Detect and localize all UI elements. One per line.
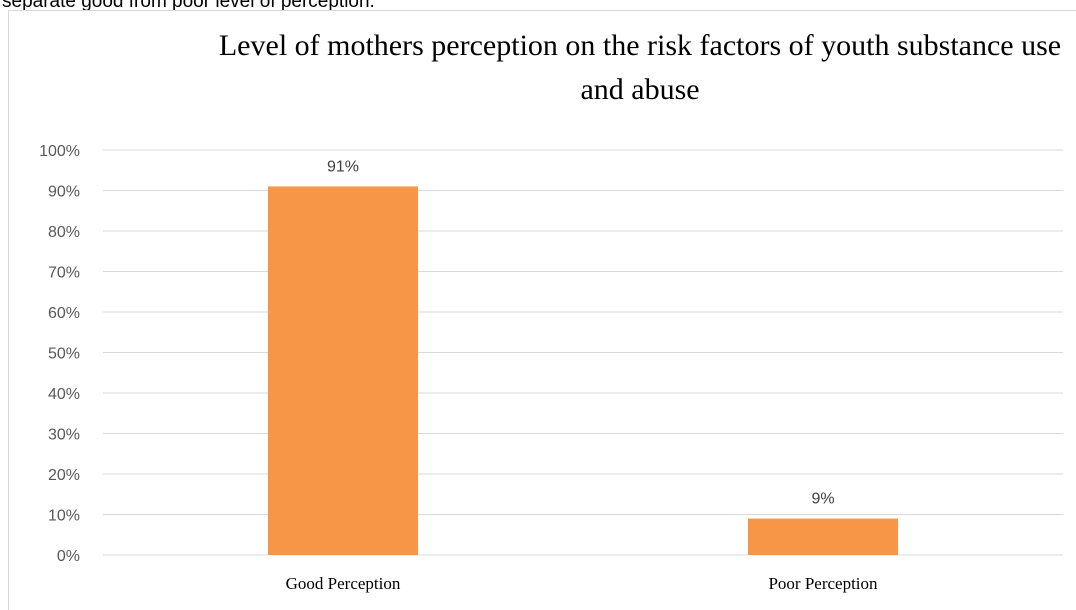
y-tick-label: 10% [48,508,80,525]
y-tick-label: 0% [57,548,80,565]
y-tick-label: 90% [48,184,80,201]
y-tick-labels: 0% 10% 20% 30% 40% 50% 60% 70% 80% 90% 100% [39,143,80,565]
y-tick-label: 30% [48,427,80,444]
y-tick-label: 100% [39,143,80,160]
x-category-label: Good Perception [286,574,401,593]
x-category-label: Poor Perception [768,574,878,593]
bar-good-perception [268,186,418,555]
data-label: 9% [811,491,834,508]
x-category-labels: Good Perception Poor Perception [286,574,878,593]
y-tick-label: 50% [48,346,80,363]
data-labels: 91% 9% [327,158,835,507]
y-tick-label: 60% [48,305,80,322]
y-tick-label: 40% [48,386,80,403]
grid-layer [103,149,1063,556]
chart-title: Level of mothers perception on the risk … [218,29,1062,106]
y-tick-label: 70% [48,265,80,282]
bar-poor-perception [748,518,898,555]
bars [268,186,898,555]
data-label: 91% [327,158,359,175]
y-tick-label: 80% [48,224,80,241]
page-top-text: separate good from poor level of percept… [2,0,375,12]
chart-frame [8,10,1076,610]
y-tick-label: 20% [48,467,80,484]
